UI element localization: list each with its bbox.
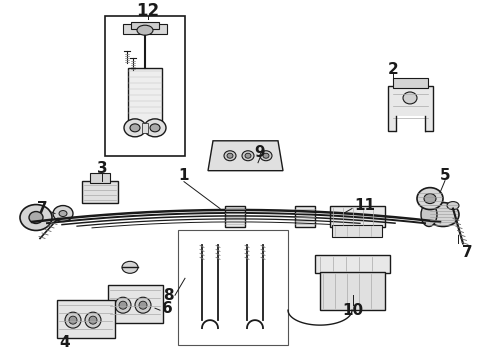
Ellipse shape bbox=[29, 212, 43, 224]
Ellipse shape bbox=[424, 194, 436, 203]
Ellipse shape bbox=[447, 202, 459, 210]
Ellipse shape bbox=[403, 92, 417, 104]
Ellipse shape bbox=[263, 153, 269, 158]
Text: 2: 2 bbox=[388, 62, 398, 77]
Text: 10: 10 bbox=[343, 303, 364, 318]
Bar bbox=[131, 22, 159, 29]
Text: 4: 4 bbox=[60, 334, 70, 350]
Ellipse shape bbox=[245, 153, 251, 158]
Ellipse shape bbox=[119, 301, 127, 309]
Ellipse shape bbox=[69, 316, 77, 324]
Ellipse shape bbox=[65, 312, 81, 328]
Text: 1: 1 bbox=[179, 168, 189, 183]
Bar bbox=[393, 78, 428, 88]
Ellipse shape bbox=[150, 124, 160, 132]
Ellipse shape bbox=[115, 297, 131, 313]
Ellipse shape bbox=[124, 119, 146, 137]
Ellipse shape bbox=[53, 206, 73, 221]
Bar bbox=[315, 255, 390, 273]
Ellipse shape bbox=[144, 119, 166, 137]
Bar bbox=[142, 123, 148, 133]
Ellipse shape bbox=[224, 151, 236, 161]
Ellipse shape bbox=[139, 301, 147, 309]
Ellipse shape bbox=[260, 151, 272, 161]
Ellipse shape bbox=[135, 297, 151, 313]
Bar bbox=[295, 206, 315, 228]
Bar bbox=[128, 68, 162, 126]
Text: 5: 5 bbox=[440, 168, 450, 183]
Bar bbox=[430, 203, 458, 225]
Bar bbox=[332, 225, 382, 238]
Polygon shape bbox=[208, 141, 283, 171]
Bar bbox=[82, 181, 118, 203]
Ellipse shape bbox=[122, 261, 138, 273]
Ellipse shape bbox=[427, 203, 459, 226]
Ellipse shape bbox=[417, 188, 443, 210]
Ellipse shape bbox=[227, 153, 233, 158]
Ellipse shape bbox=[20, 204, 52, 230]
Text: 7: 7 bbox=[37, 201, 48, 216]
Bar bbox=[123, 24, 167, 34]
Bar bbox=[388, 86, 433, 131]
Bar bbox=[320, 272, 385, 310]
Text: 11: 11 bbox=[354, 198, 375, 213]
Ellipse shape bbox=[421, 203, 437, 226]
Bar bbox=[178, 230, 288, 345]
Ellipse shape bbox=[85, 312, 101, 328]
Bar bbox=[90, 173, 110, 183]
Text: 8: 8 bbox=[163, 288, 173, 303]
Bar bbox=[396, 116, 425, 134]
Ellipse shape bbox=[137, 25, 153, 35]
Text: 6: 6 bbox=[162, 301, 172, 316]
Ellipse shape bbox=[130, 124, 140, 132]
Bar bbox=[225, 206, 245, 228]
Ellipse shape bbox=[59, 211, 67, 216]
Text: 12: 12 bbox=[136, 2, 160, 20]
Text: 7: 7 bbox=[462, 245, 472, 260]
Ellipse shape bbox=[89, 316, 97, 324]
Ellipse shape bbox=[242, 151, 254, 161]
Text: 3: 3 bbox=[97, 161, 107, 176]
Bar bbox=[330, 206, 385, 228]
Bar bbox=[105, 16, 185, 156]
Text: 9: 9 bbox=[255, 145, 265, 160]
Bar bbox=[108, 285, 163, 323]
Bar bbox=[57, 300, 115, 338]
